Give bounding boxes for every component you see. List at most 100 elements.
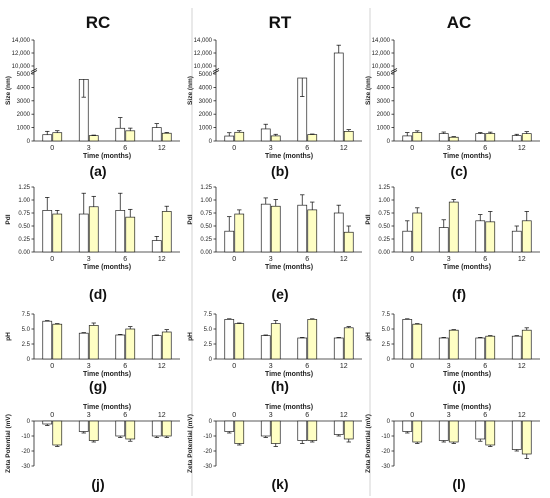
x-tick-label: 12: [518, 256, 526, 263]
bar: [125, 216, 136, 253]
y-tick-label: 14,000: [194, 38, 213, 44]
y-tick-label: -10: [381, 434, 390, 440]
x-tick-label: 0: [410, 412, 414, 419]
y-axis-label: Zeta Potential (mV): [365, 414, 372, 473]
panel-label: (k): [271, 476, 288, 492]
x-axis-label: Time (months): [443, 371, 491, 378]
y-tick-label: 4000: [377, 85, 391, 91]
column-title: RT: [269, 13, 292, 32]
bar: [521, 133, 532, 142]
y-tick-label: 1.25: [200, 185, 212, 191]
y-tick-label: -20: [21, 449, 30, 455]
axis-break-mark: [390, 70, 398, 74]
y-tick-label: 0.75: [18, 211, 30, 217]
y-tick-label: 0.50: [200, 224, 212, 230]
y-tick-label: 0.75: [200, 211, 212, 217]
axis-break-mark: [212, 68, 220, 72]
y-tick-label: 0.00: [18, 250, 30, 256]
bar: [333, 420, 344, 435]
x-axis-label: Time (months): [443, 264, 491, 271]
x-tick-label: 12: [340, 145, 348, 152]
x-tick-label: 0: [410, 145, 414, 152]
y-tick-label: 0: [387, 139, 391, 145]
bar: [161, 331, 172, 360]
x-tick-label: 6: [483, 145, 487, 152]
y-tick-label: 1.00: [18, 198, 30, 204]
x-tick-label: 3: [87, 363, 91, 370]
y-tick-label: 0: [27, 139, 31, 145]
bar: [412, 420, 423, 443]
bar: [224, 319, 235, 360]
bar: [224, 135, 235, 142]
panel-label: (e): [271, 286, 288, 302]
bar: [511, 335, 522, 360]
x-tick-label: 3: [87, 256, 91, 263]
y-axis-label: pH: [187, 332, 194, 341]
bar: [52, 213, 63, 253]
y-tick-label: 2.5: [382, 342, 391, 348]
bar: [297, 204, 308, 253]
bar: [260, 335, 271, 360]
y-tick-label: 0.25: [200, 237, 212, 243]
bar: [115, 420, 126, 437]
y-tick-label: 1000: [17, 126, 31, 132]
y-tick-label: 0: [27, 419, 31, 425]
y-tick-label: 4000: [199, 85, 213, 91]
y-tick-label: 5000: [17, 72, 31, 78]
axis-break-mark: [30, 70, 38, 74]
bar: [234, 420, 245, 444]
y-tick-label: 4000: [17, 85, 31, 91]
y-tick-label: 0: [387, 357, 391, 363]
x-tick-label: 3: [269, 256, 273, 263]
axis-break-mark: [212, 70, 220, 74]
x-tick-label: 12: [518, 145, 526, 152]
panel-label: (i): [452, 378, 465, 394]
y-tick-label: -10: [203, 434, 212, 440]
panel-label: (f): [452, 286, 466, 302]
bar: [521, 420, 532, 455]
bar: [78, 420, 89, 432]
bar: [52, 420, 63, 446]
bar: [402, 135, 413, 142]
y-axis-label: pH: [5, 332, 12, 341]
bar: [151, 420, 162, 437]
bar: [125, 130, 136, 142]
bar: [485, 133, 496, 142]
bar: [475, 220, 486, 253]
x-tick-label: 0: [50, 256, 54, 263]
y-tick-label: 3000: [377, 99, 391, 105]
y-axis-label: Size (nm): [365, 76, 372, 105]
y-tick-label: 1.25: [378, 185, 390, 191]
y-tick-label: 2000: [17, 112, 31, 118]
bar: [402, 230, 413, 253]
y-tick-label: 5000: [199, 72, 213, 78]
bar: [307, 209, 318, 253]
bar: [297, 420, 308, 441]
panel-label: (l): [452, 476, 465, 492]
y-tick-label: 1.00: [378, 198, 390, 204]
x-tick-label: 12: [340, 412, 348, 419]
bar: [42, 210, 53, 253]
bar: [78, 332, 89, 360]
x-tick-label: 0: [232, 412, 236, 419]
bar: [333, 52, 344, 142]
y-axis-label: Zeta Potential (mV): [5, 414, 12, 473]
bar: [270, 205, 281, 253]
bar: [115, 210, 126, 253]
x-tick-label: 6: [123, 145, 127, 152]
bar: [475, 420, 486, 440]
y-tick-label: 0: [387, 419, 391, 425]
bar: [343, 420, 354, 440]
x-axis-label: Time (months): [83, 371, 131, 378]
bar: [125, 420, 136, 440]
bar: [234, 323, 245, 360]
x-axis-label: Time (months): [443, 153, 491, 160]
bar: [402, 319, 413, 360]
x-tick-label: 0: [232, 145, 236, 152]
bar: [88, 420, 99, 441]
panel-label: (h): [271, 378, 289, 394]
bar: [52, 323, 63, 360]
x-tick-label: 0: [410, 363, 414, 370]
y-tick-label: 14,000: [12, 38, 31, 44]
x-axis-label: Time (months): [265, 371, 313, 378]
